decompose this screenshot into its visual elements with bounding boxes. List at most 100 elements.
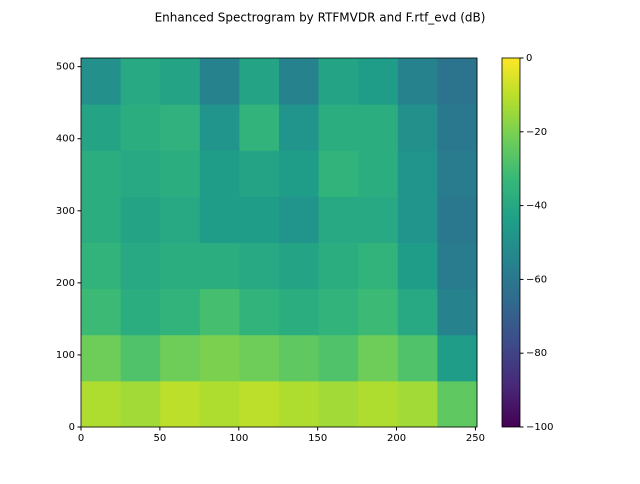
heatmap-cell xyxy=(358,242,399,290)
heatmap-cell xyxy=(239,150,280,197)
plot-frame xyxy=(80,57,478,428)
heatmap-cell xyxy=(120,380,161,428)
heatmap-cell xyxy=(358,196,399,243)
y-tick-label: 400 xyxy=(56,134,75,145)
heatmap-cell xyxy=(358,58,399,105)
heatmap-cell xyxy=(120,150,161,197)
y-tick-label: 100 xyxy=(56,350,75,361)
heatmap-cell xyxy=(318,242,359,290)
y-tick-label: 0 xyxy=(69,422,75,433)
heatmap-cell xyxy=(239,196,280,243)
x-tick-label: 200 xyxy=(387,433,406,444)
heatmap-cell xyxy=(437,380,478,428)
heatmap-cell xyxy=(199,242,240,290)
heatmap-cell xyxy=(81,334,122,382)
heatmap-cell xyxy=(81,150,122,197)
heatmap-cell xyxy=(397,196,438,243)
x-tick-label: 150 xyxy=(308,433,327,444)
heatmap-cell xyxy=(120,196,161,243)
colorbar-tick-label: 0 xyxy=(526,53,532,64)
heatmap-cell xyxy=(358,150,399,197)
heatmap-cell xyxy=(199,196,240,243)
heatmap-cell xyxy=(437,196,478,243)
heatmap-cell xyxy=(160,242,201,290)
heatmap-cell xyxy=(279,150,320,197)
heatmap-cell xyxy=(358,288,399,336)
heatmap-cell xyxy=(437,242,478,290)
heatmap-cell xyxy=(318,334,359,382)
heatmap-cell xyxy=(160,380,201,428)
heatmap-cell xyxy=(279,242,320,290)
y-tick-label: 300 xyxy=(56,206,75,217)
colorbar-tick-label: −100 xyxy=(526,422,553,433)
heatmap-cell xyxy=(81,288,122,336)
x-tick-label: 250 xyxy=(466,433,485,444)
heatmap-cell xyxy=(199,104,240,151)
heatmap-cell xyxy=(239,242,280,290)
heatmap-cell xyxy=(239,380,280,428)
heatmap-cell xyxy=(81,242,122,290)
heatmap-cell xyxy=(239,104,280,151)
heatmap-cell xyxy=(358,380,399,428)
colorbar xyxy=(501,57,521,428)
heatmap-cell xyxy=(358,104,399,151)
heatmap-cell xyxy=(279,288,320,336)
heatmap-cell xyxy=(81,196,122,243)
heatmap-cell xyxy=(120,288,161,336)
heatmap-cell xyxy=(279,334,320,382)
heatmap-cell xyxy=(279,196,320,243)
heatmap-cell xyxy=(239,334,280,382)
y-tick-label: 500 xyxy=(56,62,75,73)
heatmap-cell xyxy=(120,104,161,151)
heatmap-cell xyxy=(397,150,438,197)
heatmap-cell xyxy=(199,380,240,428)
heatmap-cell xyxy=(318,58,359,105)
x-tick-label: 50 xyxy=(154,433,167,444)
heatmap-cell xyxy=(318,196,359,243)
heatmap-cell xyxy=(199,150,240,197)
colorbar-tick-label: −20 xyxy=(526,127,547,138)
colorbar-tick-label: −80 xyxy=(526,348,547,359)
heatmap-cell xyxy=(120,334,161,382)
x-tick-label: 100 xyxy=(229,433,248,444)
heatmap-cell xyxy=(437,288,478,336)
heatmap-cell xyxy=(81,58,122,105)
chart-title: Enhanced Spectrogram by RTFMVDR and F.rt… xyxy=(155,11,486,25)
heatmap-cell xyxy=(397,380,438,428)
heatmap-cell xyxy=(160,334,201,382)
heatmap-cell xyxy=(120,242,161,290)
colorbar-tick-label: −40 xyxy=(526,201,547,212)
heatmap-cell xyxy=(120,58,161,105)
heatmap-cell xyxy=(160,196,201,243)
heatmap-cell xyxy=(318,380,359,428)
heatmap-cell xyxy=(279,104,320,151)
heatmap-cell xyxy=(318,104,359,151)
heatmap-cell xyxy=(318,288,359,336)
heatmap-cell xyxy=(358,334,399,382)
heatmap-cell xyxy=(437,150,478,197)
heatmap-cell xyxy=(81,380,122,428)
heatmap-cell xyxy=(199,58,240,105)
heatmap-cell xyxy=(239,58,280,105)
heatmap-cell xyxy=(160,104,201,151)
heatmap-cell xyxy=(160,150,201,197)
heatmap-cell xyxy=(81,104,122,151)
heatmap-cell xyxy=(279,380,320,428)
heatmap-cell xyxy=(437,104,478,151)
heatmap-cell xyxy=(160,58,201,105)
colorbar-tick-label: −60 xyxy=(526,274,547,285)
heatmap-cell xyxy=(397,242,438,290)
heatmap-cell xyxy=(239,288,280,336)
heatmap-cell xyxy=(199,288,240,336)
heatmap-cell xyxy=(437,58,478,105)
heatmap-cell xyxy=(397,334,438,382)
y-tick-label: 200 xyxy=(56,278,75,289)
heatmap-cell xyxy=(397,58,438,105)
x-tick-label: 0 xyxy=(78,433,84,444)
heatmap-cell xyxy=(397,104,438,151)
heatmap-cell xyxy=(318,150,359,197)
heatmap-cell xyxy=(397,288,438,336)
heatmap-cell xyxy=(160,288,201,336)
heatmap-cell xyxy=(279,58,320,105)
